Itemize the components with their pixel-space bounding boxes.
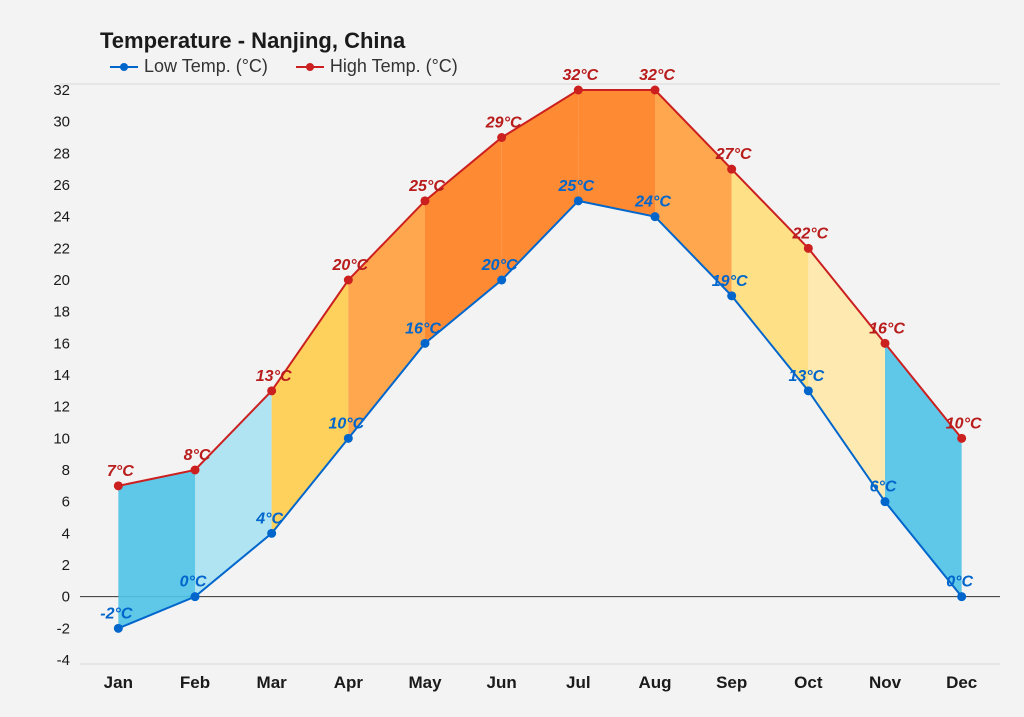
low-marker [881, 497, 890, 506]
high-marker [957, 434, 966, 443]
y-tick-label: 16 [53, 335, 70, 352]
y-tick-label: 20 [53, 272, 70, 289]
low-value-label: 19°C [712, 273, 748, 290]
low-value-label: 6°C [870, 479, 897, 496]
low-value-label: 13°C [788, 368, 824, 385]
y-tick-label: 10 [53, 430, 70, 447]
y-tick-label: 22 [53, 240, 70, 257]
low-marker [191, 592, 200, 601]
x-tick-label: Aug [638, 673, 671, 692]
temperature-chart: Temperature - Nanjing, China Low Temp. (… [0, 0, 1024, 717]
high-value-label: 20°C [331, 257, 368, 274]
low-marker [651, 212, 660, 221]
low-marker [727, 291, 736, 300]
low-value-label: 25°C [557, 178, 594, 195]
y-tick-label: 0 [62, 589, 70, 606]
y-tick-label: 28 [53, 145, 70, 162]
high-value-label: 7°C [107, 463, 134, 480]
y-tick-label: 2 [62, 557, 70, 574]
x-tick-label: Jul [566, 673, 591, 692]
low-marker [344, 434, 353, 443]
low-marker [804, 386, 813, 395]
low-value-label: -2°C [100, 605, 133, 622]
x-tick-label: Jun [487, 673, 517, 692]
y-tick-label: 24 [53, 209, 70, 226]
high-value-label: 29°C [485, 115, 522, 132]
x-tick-label: Sep [716, 673, 747, 692]
high-value-label: 25°C [408, 178, 445, 195]
x-tick-label: May [408, 673, 442, 692]
high-value-label: 22°C [791, 225, 828, 242]
season-fill [885, 343, 962, 596]
high-marker [114, 481, 123, 490]
high-marker [191, 466, 200, 475]
high-marker [497, 133, 506, 142]
low-marker [957, 592, 966, 601]
high-marker [267, 386, 276, 395]
y-tick-label: 14 [53, 367, 70, 384]
low-value-label: 16°C [405, 320, 441, 337]
y-tick-label: 12 [53, 399, 70, 416]
y-tick-label: 26 [53, 177, 70, 194]
low-marker [574, 196, 583, 205]
x-tick-label: Dec [946, 673, 977, 692]
low-value-label: 0°C [180, 574, 207, 591]
high-value-label: 8°C [184, 447, 211, 464]
high-marker [421, 196, 430, 205]
high-marker [651, 86, 660, 95]
high-marker [344, 276, 353, 285]
x-tick-label: Apr [334, 673, 364, 692]
low-value-label: 4°C [255, 510, 283, 527]
low-marker [267, 529, 276, 538]
low-value-label: 10°C [328, 415, 364, 432]
x-tick-label: Feb [180, 673, 210, 692]
y-tick-label: 4 [62, 525, 70, 542]
y-tick-label: -4 [57, 652, 70, 669]
plot-svg: -4-202468101214161820222426283032JanFebM… [0, 0, 1024, 717]
y-tick-label: 30 [53, 114, 70, 131]
high-value-label: 16°C [869, 320, 905, 337]
low-marker [114, 624, 123, 633]
high-marker [804, 244, 813, 253]
y-tick-label: 6 [62, 494, 70, 511]
x-tick-label: Oct [794, 673, 823, 692]
season-fill [272, 280, 349, 533]
x-tick-label: Mar [257, 673, 288, 692]
high-marker [881, 339, 890, 348]
high-marker [574, 86, 583, 95]
high-value-label: 32°C [562, 67, 598, 84]
high-marker [727, 165, 736, 174]
high-value-label: 32°C [639, 67, 675, 84]
x-tick-label: Jan [104, 673, 133, 692]
high-value-label: 10°C [946, 415, 982, 432]
x-tick-label: Nov [869, 673, 902, 692]
y-tick-label: -2 [57, 620, 70, 637]
y-tick-label: 8 [62, 462, 70, 479]
low-marker [421, 339, 430, 348]
low-value-label: 20°C [481, 257, 518, 274]
low-value-label: 24°C [634, 194, 671, 211]
high-value-label: 27°C [715, 146, 752, 163]
y-tick-label: 32 [53, 82, 70, 99]
high-value-label: 13°C [256, 368, 292, 385]
low-value-label: 0°C [946, 574, 973, 591]
y-tick-label: 18 [53, 304, 70, 321]
low-marker [497, 276, 506, 285]
